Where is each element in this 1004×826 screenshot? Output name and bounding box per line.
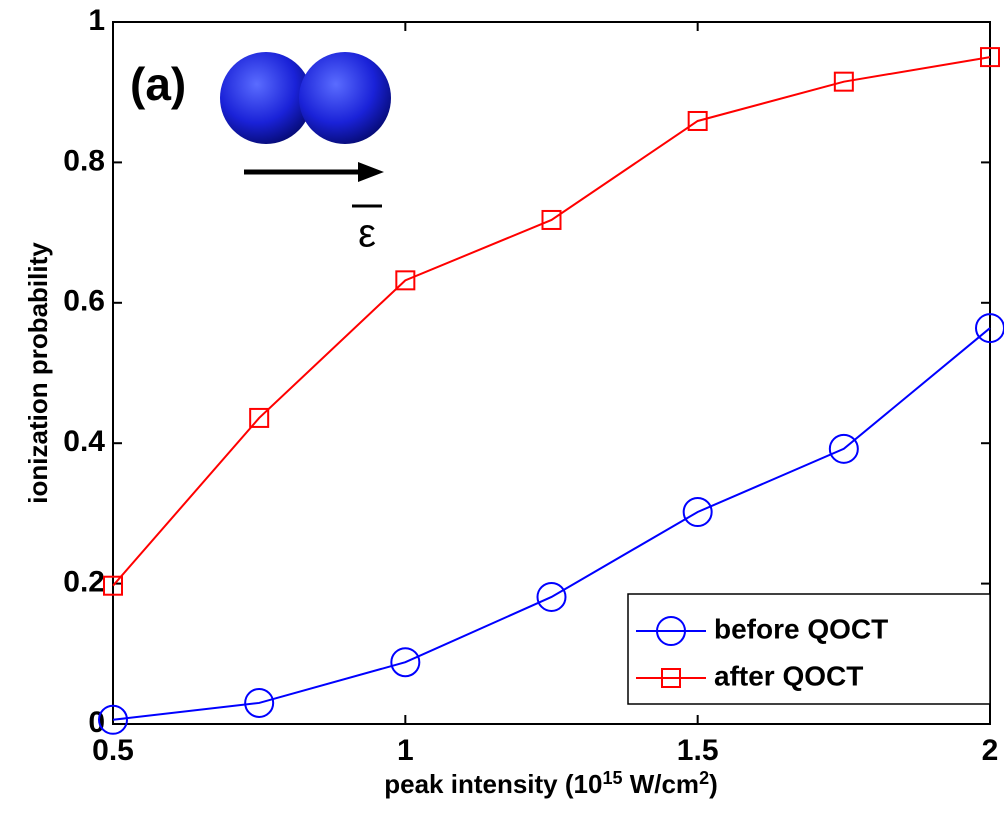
y-tick-label: 0.2	[63, 566, 105, 599]
legend-label: after QOCT	[714, 660, 863, 691]
y-tick-label: 0.8	[63, 144, 105, 177]
y-tick-label: 0.4	[63, 425, 105, 458]
chart: ε (a) ionization probability peak intens…	[0, 0, 1004, 821]
x-axis-label-part: peak intensity (10	[384, 769, 602, 799]
atom	[220, 52, 312, 144]
field-symbol: ε	[358, 212, 376, 256]
y-tick-label: 1	[88, 4, 105, 37]
y-tick-label: 0.6	[63, 285, 105, 318]
y-axis-label: ionization probability	[23, 242, 53, 504]
x-axis-label-part: W/cm	[622, 769, 699, 799]
arrow-head	[358, 162, 384, 182]
x-axis-label-part: 15	[602, 768, 622, 788]
panel-label: (a)	[130, 58, 186, 110]
x-axis-label-part: )	[709, 769, 718, 799]
atom	[299, 52, 391, 144]
x-tick-label: 2	[982, 734, 999, 767]
x-axis-label-part: 2	[699, 768, 709, 788]
x-tick-label: 1.5	[677, 734, 719, 767]
x-tick-label: 1	[397, 734, 414, 767]
legend-label: before QOCT	[714, 613, 888, 644]
x-axis-label: peak intensity (1015 W/cm2)	[384, 768, 718, 799]
